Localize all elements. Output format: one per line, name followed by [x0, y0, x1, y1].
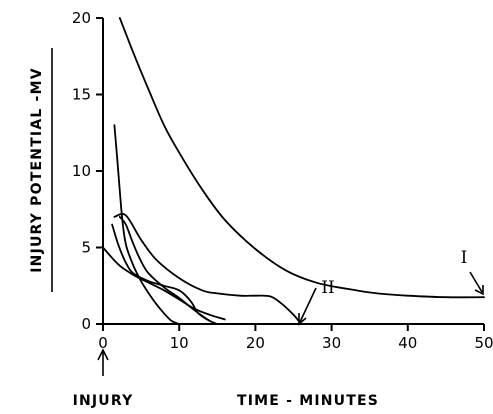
y-tick-label: 0	[81, 315, 91, 333]
injury-event-label: INJURY	[73, 393, 134, 409]
series-line-6	[111, 223, 219, 325]
series-line-1	[118, 17, 485, 299]
series-label-ii: II	[321, 278, 334, 298]
series-i-arrow-icon	[469, 271, 484, 296]
y-tick-label: 20	[72, 9, 91, 27]
x-tick-label: 20	[246, 334, 265, 352]
y-tick-label: 5	[81, 239, 91, 257]
y-tick-label: 15	[72, 86, 91, 104]
curve-group	[102, 17, 485, 325]
series-ii-arrow-icon	[298, 287, 317, 326]
x-tick-label: 50	[474, 334, 493, 352]
series-line-2	[113, 213, 302, 325]
x-tick-label: 40	[398, 334, 417, 352]
x-axis-title: TIME - MINUTES	[237, 393, 379, 409]
y-tick-label: 10	[72, 162, 91, 180]
x-ticks: 0 10 20 30 40 50	[98, 324, 493, 352]
series-line-4	[113, 124, 181, 325]
injury-arrow-icon	[97, 348, 109, 376]
x-tick-label: 30	[322, 334, 341, 352]
series-line-5	[118, 216, 211, 322]
series-line-3	[102, 246, 226, 321]
series-label-i: I	[461, 248, 468, 268]
x-tick-label: 10	[170, 334, 189, 352]
y-ticks: 0 5 10 15 20	[72, 9, 103, 333]
x-tick-label: 0	[98, 334, 108, 352]
y-axis-title: INJURY POTENTIAL -MV	[29, 67, 45, 273]
